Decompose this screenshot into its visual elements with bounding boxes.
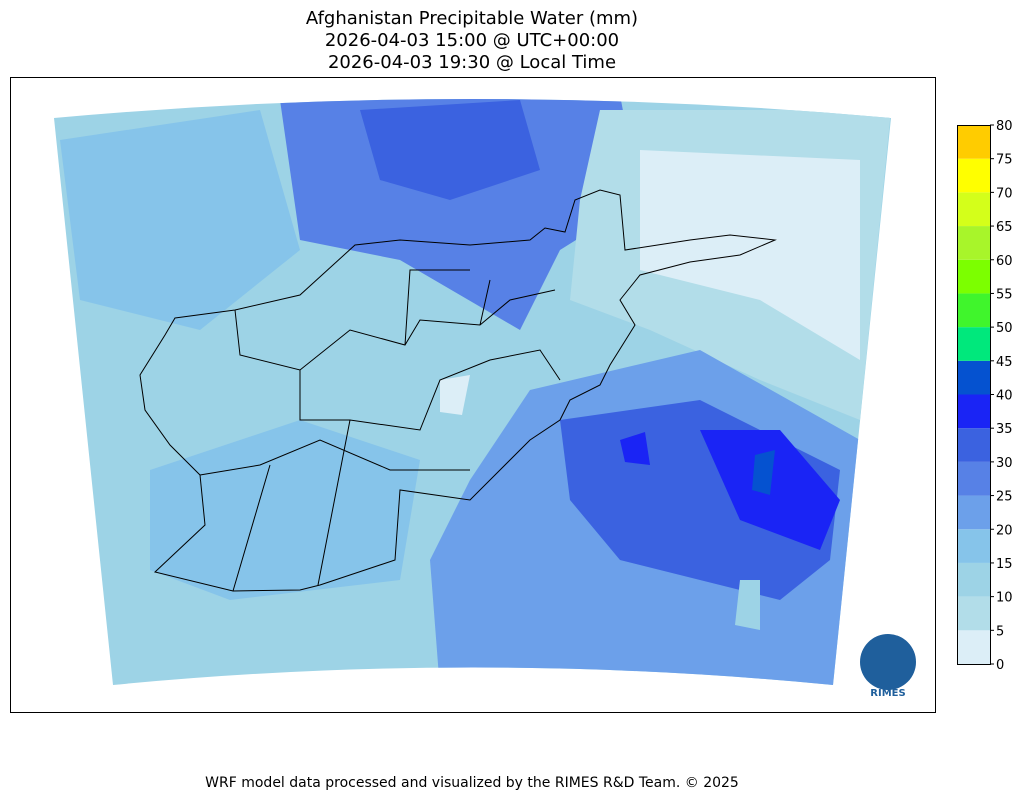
colorbar-band <box>957 596 990 631</box>
colorbar-tick-label: 0 <box>996 658 1004 673</box>
colorbar-band <box>957 192 990 227</box>
map-field <box>54 99 891 685</box>
colorbar-band <box>957 259 990 294</box>
colorbar-band <box>957 529 990 563</box>
title-line: 2026-04-03 15:00 @ UTC+00:00 <box>325 30 619 51</box>
colorbar-band <box>957 428 990 462</box>
colorbar-tick-label: 55 <box>996 287 1013 302</box>
colorbar-tick-label: 40 <box>996 389 1013 404</box>
colorbar: 0 5 10 15 20 25 30 35 40 45 50 55 60 65 70 75 80 <box>957 119 1013 673</box>
colorbar-tick-label: 25 <box>996 490 1013 505</box>
logo <box>860 634 916 690</box>
colorbar-tick-label: 30 <box>996 456 1013 471</box>
colorbar-tick-label: 60 <box>996 254 1013 269</box>
colorbar-tick-label: 35 <box>996 422 1013 437</box>
colorbar-band <box>957 327 990 361</box>
province-borders <box>199 269 561 592</box>
colorbar-band <box>957 495 990 530</box>
colorbar-tick-label: 65 <box>996 220 1013 235</box>
colorbar-band <box>957 226 990 260</box>
footer: WRF model data processed and visualized … <box>205 775 739 791</box>
colorbar-band <box>957 630 990 664</box>
colorbar-tick-label: 10 <box>996 591 1013 606</box>
logo-text: RIMES <box>870 688 905 699</box>
colorbar-band <box>957 461 990 496</box>
colorbar-tick-label: 70 <box>996 186 1013 201</box>
colorbar-tick-label: 50 <box>996 321 1013 336</box>
colorbar-band <box>957 360 990 395</box>
colorbar-band <box>957 158 990 193</box>
colorbar-tick-label: 5 <box>996 624 1004 639</box>
colorbar-band <box>957 293 990 328</box>
country-border <box>139 189 777 592</box>
colorbar-band <box>957 394 990 429</box>
colorbar-tick-label: 75 <box>996 153 1013 168</box>
colorbar-band <box>957 125 990 159</box>
colorbar-tick-label: 15 <box>996 557 1013 572</box>
title-line: Afghanistan Precipitable Water (mm) <box>306 8 638 29</box>
title-line: 2026-04-03 19:30 @ Local Time <box>328 52 616 73</box>
colorbar-tick-label: 20 <box>996 523 1013 538</box>
colorbar-band <box>957 562 990 597</box>
colorbar-frame <box>957 125 991 665</box>
colorbar-tick-label: 80 <box>996 119 1013 134</box>
colorbar-tick-label: 45 <box>996 355 1013 370</box>
